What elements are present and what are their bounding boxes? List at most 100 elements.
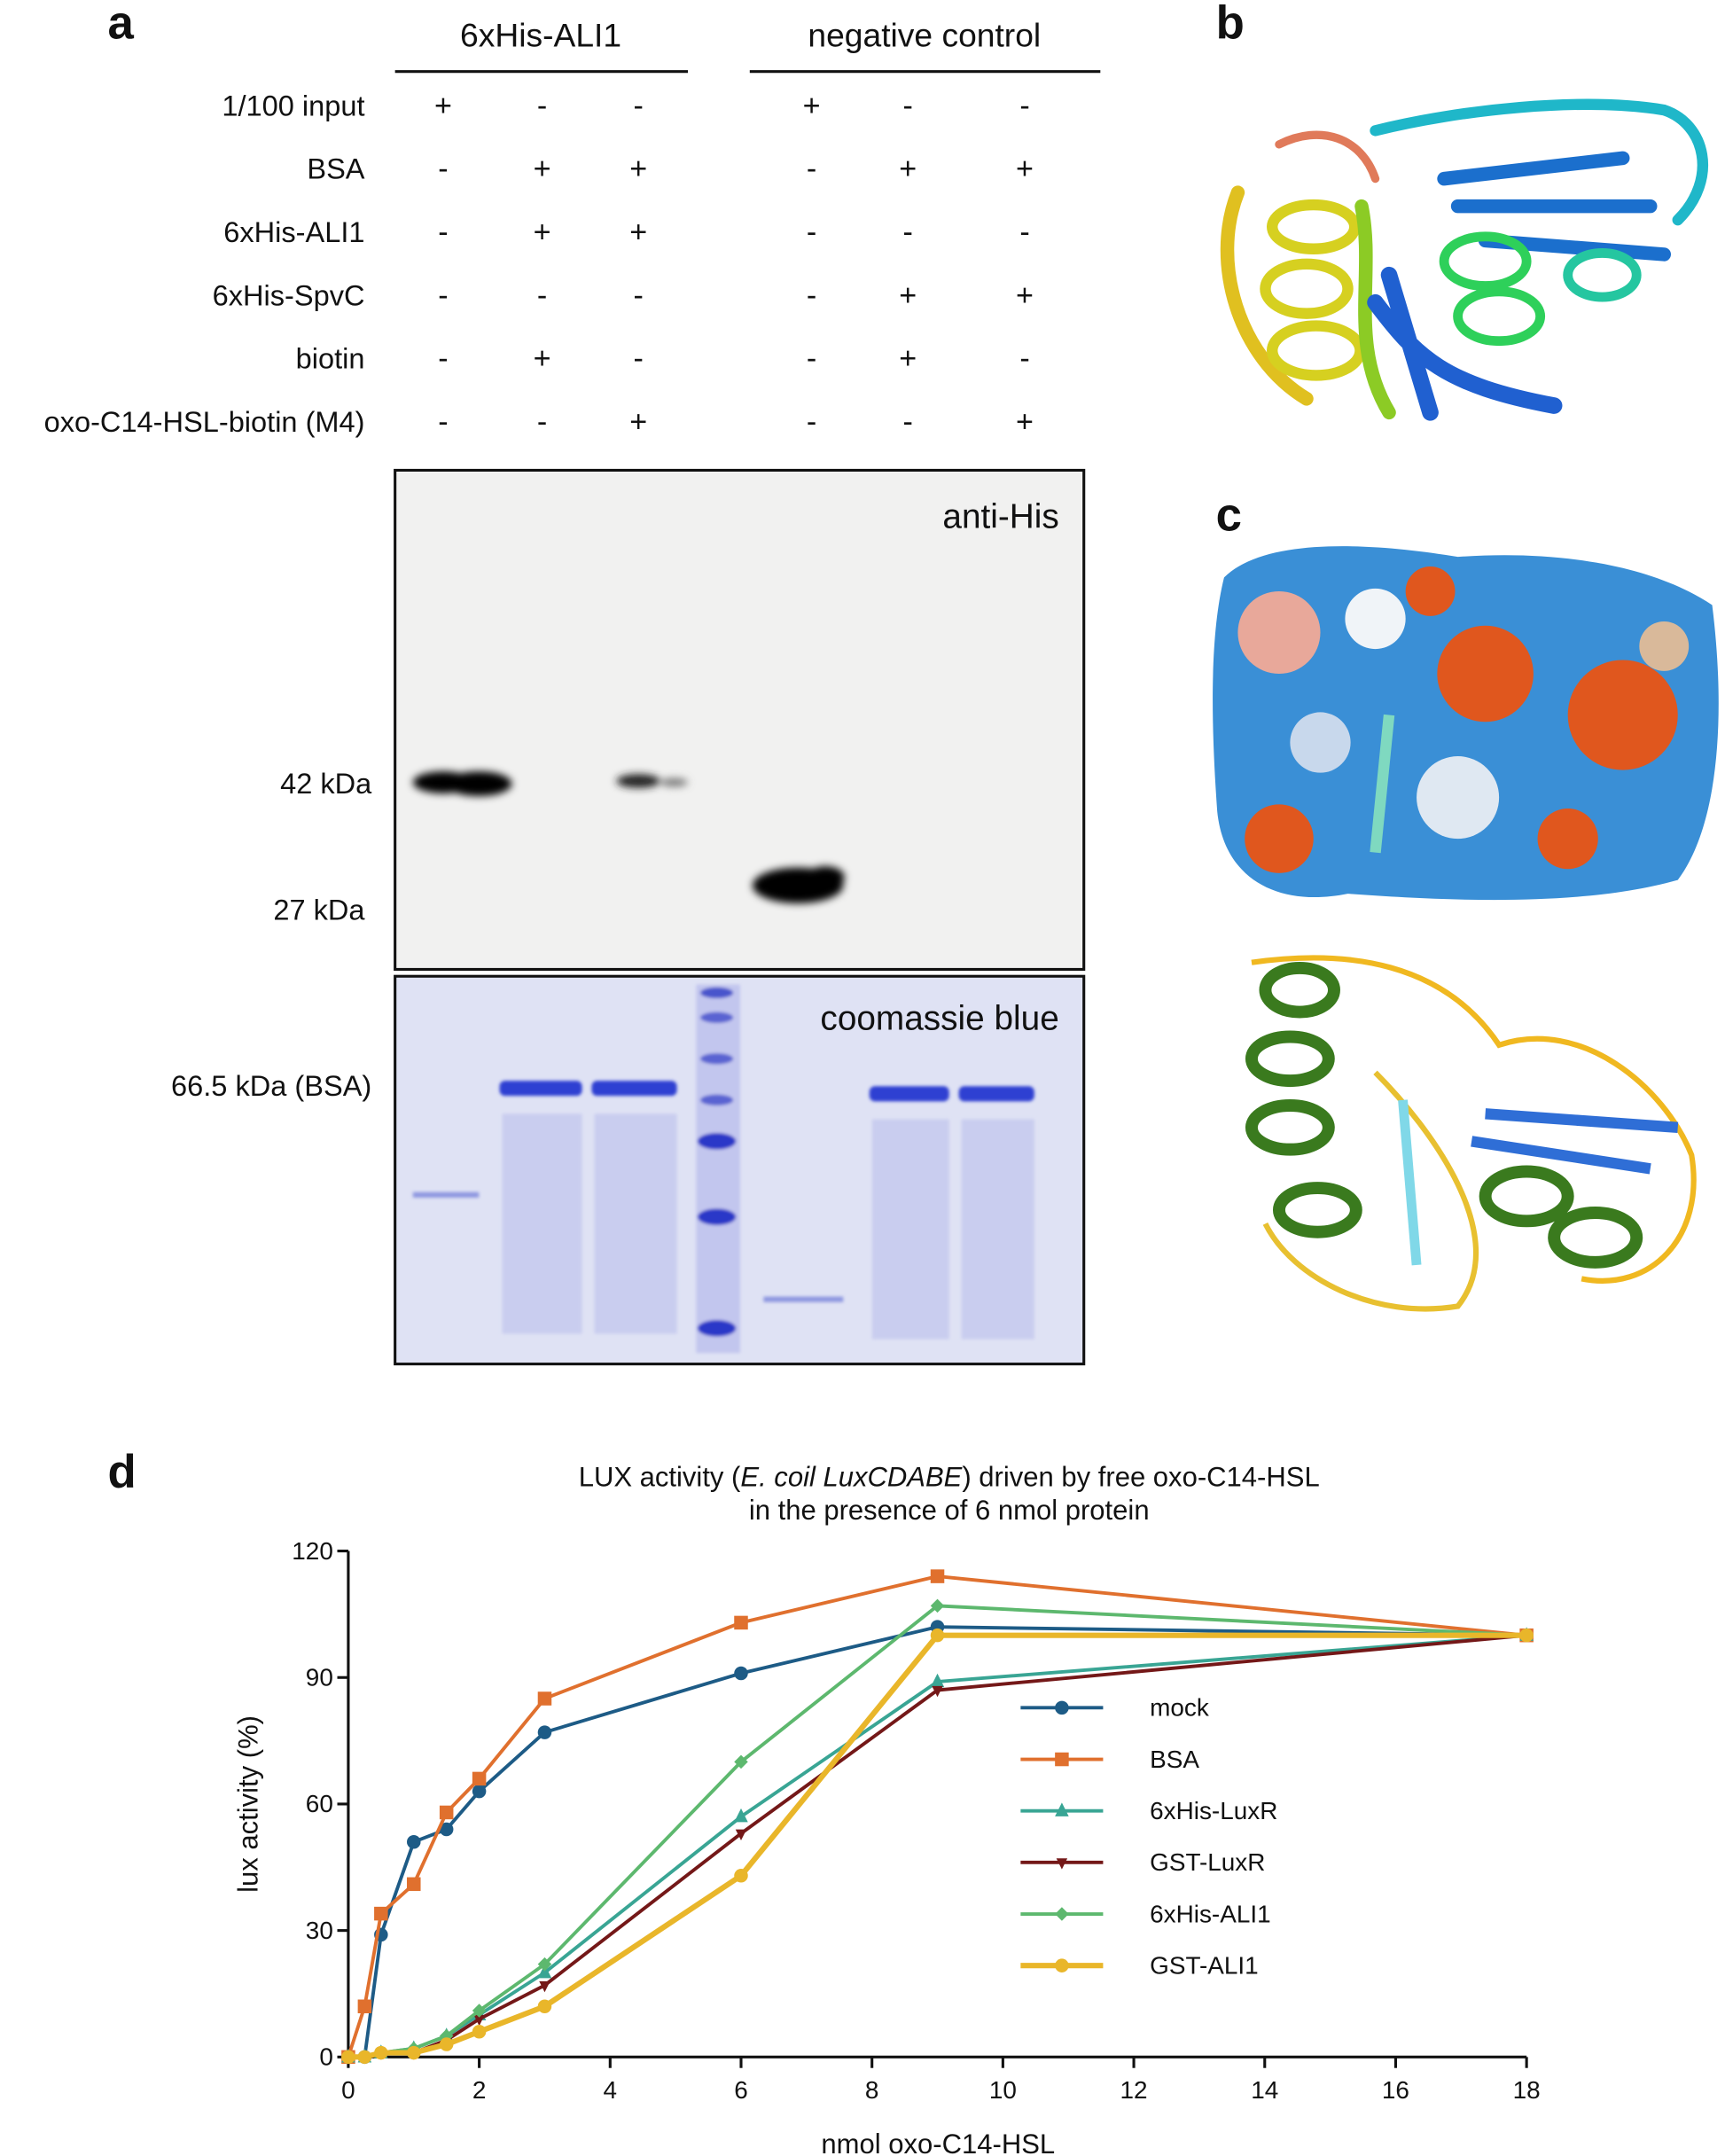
- y-tick-label: 120: [292, 1537, 333, 1565]
- y-tick-label: 30: [306, 1917, 333, 1944]
- x-tick-label: 4: [604, 2076, 618, 2104]
- cell-sign: +: [534, 152, 551, 186]
- marker: [537, 1999, 552, 2014]
- marker: [407, 1834, 421, 1849]
- marker: [1055, 1907, 1069, 1921]
- marker: [473, 2014, 485, 2027]
- chart-title: LUX activity (E. coil LuxCDABE) driven b…: [579, 1462, 1320, 1493]
- legend-label: GST-ALI1: [1150, 1951, 1259, 1979]
- marker: [539, 1980, 550, 1993]
- cell-sign: +: [534, 342, 551, 376]
- cell-sign: -: [807, 278, 816, 312]
- marker: [930, 1673, 945, 1688]
- cell-sign: +: [1016, 278, 1034, 312]
- band: [806, 866, 845, 888]
- band: [616, 774, 660, 788]
- cell-sign: +: [1016, 152, 1034, 186]
- marker: [734, 1615, 748, 1630]
- protein-surface: [1213, 546, 1719, 901]
- marker: [472, 2025, 487, 2039]
- series-line: [347, 1632, 1527, 2060]
- cell-sign: -: [438, 152, 448, 186]
- marker: [537, 1725, 552, 1739]
- cell-sign: +: [629, 152, 647, 186]
- marker: [374, 1906, 388, 1921]
- bands: [412, 771, 845, 904]
- marker: [1056, 1858, 1068, 1870]
- marker: [1055, 1802, 1069, 1816]
- cell-sign: -: [903, 89, 913, 122]
- cell-sign: -: [438, 215, 448, 249]
- band: [446, 771, 512, 797]
- cell-sign: +: [899, 278, 917, 312]
- marker: [407, 1877, 421, 1892]
- band: [660, 777, 689, 787]
- cell-sign: -: [438, 278, 448, 312]
- x-tick-label: 18: [1513, 2076, 1541, 2104]
- marker: [374, 2045, 388, 2060]
- cell-sign: -: [634, 278, 644, 312]
- cell-sign: +: [534, 215, 551, 249]
- cell-sign: +: [1016, 405, 1034, 439]
- marker: [439, 1805, 454, 1820]
- y-tick-label: 90: [306, 1664, 333, 1691]
- x-tick-label: 10: [989, 2076, 1017, 2104]
- cell-sign: -: [903, 405, 913, 439]
- marker: [472, 2004, 487, 2018]
- marker: [439, 1822, 454, 1837]
- marker: [357, 1999, 372, 2014]
- x-tick-label: 14: [1251, 2076, 1278, 2104]
- marker: [1055, 1752, 1069, 1767]
- marker: [407, 2045, 421, 2060]
- marker: [537, 1964, 552, 1979]
- row-label: oxo-C14-HSL-biotin (M4): [44, 406, 365, 438]
- marker: [735, 1829, 747, 1840]
- x-tick-label: 8: [865, 2076, 879, 2104]
- marker: [932, 1685, 943, 1698]
- cell-sign: +: [434, 89, 452, 122]
- cell-sign: -: [438, 342, 448, 376]
- y-tick-label: 60: [306, 1790, 333, 1817]
- cell-sign: +: [803, 89, 821, 122]
- protein-cartoon: [1245, 955, 1697, 1312]
- cell-sign: +: [629, 215, 647, 249]
- legend-label: BSA: [1150, 1746, 1199, 1773]
- cell-sign: -: [903, 215, 913, 249]
- marker: [472, 1771, 487, 1786]
- marker: [472, 1784, 487, 1799]
- marker: [439, 2037, 454, 2051]
- x-tick-label: 0: [341, 2076, 355, 2104]
- panel-label: a: [107, 0, 134, 49]
- cell-sign: -: [1019, 215, 1029, 249]
- x-tick-label: 2: [472, 2076, 487, 2104]
- legend-label: 6xHis-LuxR: [1150, 1797, 1277, 1824]
- protein-ribbon: [1220, 98, 1709, 421]
- cell-sign: -: [807, 405, 816, 439]
- size-marker: 27 kDa: [273, 894, 365, 926]
- cell-sign: -: [1019, 89, 1029, 122]
- panel-label: c: [1216, 489, 1242, 542]
- row-label: 6xHis-SpvC: [213, 279, 365, 311]
- series-line: [347, 1625, 1527, 2059]
- title-part: LUX activity (: [579, 1462, 741, 1493]
- cell-sign: +: [899, 152, 917, 186]
- marker: [1055, 1958, 1069, 1972]
- cell-sign: -: [807, 215, 816, 249]
- title-part: ) driven by free oxo-C14-HSL: [962, 1462, 1319, 1493]
- line-chart: 0 30 60 90 120 0 2 4 6 8 10 12 14 16 18 mock BSA 6xHis-Lu…: [292, 1537, 1540, 2104]
- legend-label: GST-LuxR: [1150, 1848, 1265, 1876]
- blot-title: anti-His: [942, 498, 1058, 536]
- cell-sign: -: [537, 405, 547, 439]
- title-part: E. coil LuxCDABE: [740, 1462, 962, 1493]
- marker: [930, 1628, 945, 1643]
- row-label: BSA: [307, 153, 364, 185]
- row-label: biotin: [296, 343, 365, 375]
- size-marker: 42 kDa: [280, 768, 372, 800]
- gel-bands: [412, 984, 1034, 1354]
- x-tick-label: 16: [1382, 2076, 1409, 2104]
- marker: [930, 1598, 945, 1613]
- condition-table: 1/100 input + - - + - - BSA - + + - + +6xHis-ALI1 - + + -…: [44, 89, 1034, 439]
- group-header: 6xHis-ALI1: [460, 17, 621, 54]
